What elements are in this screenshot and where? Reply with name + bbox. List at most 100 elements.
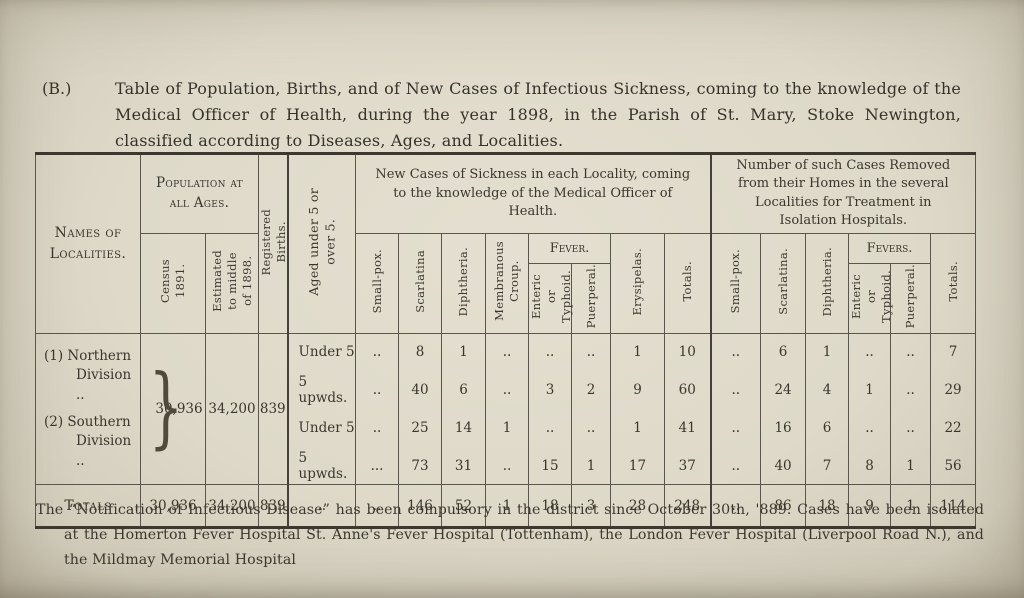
table-row: 5 upwds. .. 40 6 .. 3 2 9 60 .. 24 4 1 .… (36, 371, 976, 409)
totals-cell: 86 (760, 484, 806, 528)
totals-cell: .. (355, 484, 399, 528)
totals-cell: 1 (890, 484, 931, 528)
section-label: (B.) (42, 79, 72, 98)
data-cell: 1 (485, 409, 529, 447)
data-cell: .. (709, 371, 761, 409)
data-cell: 9 (610, 371, 665, 409)
totals-cell: 52 (441, 484, 486, 528)
data-cell: 1 (610, 333, 665, 372)
data-cell: 1 (610, 409, 665, 447)
age-cell: Under 5 (286, 333, 356, 372)
data-cell: 31 (441, 446, 486, 485)
croup-label: Membranous Croup. (492, 241, 522, 322)
page-title: Table of Population, Births, and of New … (115, 79, 961, 150)
table-row: (1) Northern Division .. (2) Southern Di… (35, 333, 976, 485)
data-cell: ... (355, 446, 399, 485)
estimated-value-cell: 34,200 (204, 333, 259, 485)
col-header-removed-enteric: Enteric or Typhoid. (848, 263, 893, 334)
census-label: Census 1891. (158, 259, 187, 304)
data-cell: 14 (441, 409, 486, 447)
data-cell: 1 (571, 446, 611, 485)
data-cell: 56 (930, 446, 976, 485)
col-group-removed: Number of such Cases Removed from their … (709, 153, 976, 234)
col-header-croup: Membranous Croup. (485, 233, 529, 334)
data-cell: .. (355, 409, 399, 447)
data-cell: 29 (930, 371, 976, 409)
col-header-scarlatina: Scarlatina (398, 233, 442, 334)
removed-enteric-label: Enteric or Typhoid. (849, 269, 893, 323)
data-cell: .. (355, 371, 399, 409)
col-header-localities: Names of Localities. (35, 153, 141, 334)
totals-cell: 28 (610, 484, 665, 528)
col-header-erysipelas: Erysipelas. (610, 233, 665, 334)
col-header-census: Census 1891. (140, 233, 206, 334)
data-cell: 25 (398, 409, 442, 447)
brace-glyph: } (148, 355, 184, 459)
col-header-enteric: Enteric or Typhoid. (528, 263, 573, 334)
data-cell: 6 (441, 371, 486, 409)
removed-diphtheria-label: Diphtheria. (819, 246, 834, 317)
data-cell: .. (528, 409, 572, 447)
localities-cell: (1) Northern Division .. (2) Southern Di… (35, 333, 141, 485)
table-row: Under 5 .. 25 14 1 .. .. 1 41 .. 16 6 ..… (36, 409, 976, 447)
data-cell: 40 (760, 446, 806, 485)
totals-label: Totals (64, 497, 112, 514)
erysipelas-label: Erysipelas. (630, 247, 645, 316)
data-cell: 60 (664, 371, 711, 409)
statistics-table: Names of Localities. Population at all A… (35, 152, 977, 530)
locality-southern: (2) Southern Division .. (44, 413, 132, 469)
data-cell: 3 (528, 371, 572, 409)
data-cell: 17 (610, 446, 665, 485)
data-cell: 73 (398, 446, 442, 485)
header-row-groups: Names of Localities. Population at all A… (35, 153, 976, 334)
footnote: The “Notification of Infectious Disease”… (36, 502, 984, 568)
data-cell: 8 (398, 333, 442, 372)
data-cell: 37 (664, 446, 711, 485)
data-cell: 8 (848, 446, 891, 485)
removed-totals-label: Totals. (945, 261, 960, 302)
data-cell: 16 (760, 409, 806, 447)
data-cell: .. (709, 333, 761, 372)
col-header-registered-births: Registered Births. (258, 153, 288, 334)
col-group-population: Population at all Ages. (139, 153, 259, 234)
localities-header-label: Names of Localities. (49, 224, 127, 262)
totals-cell: 248 (664, 484, 711, 528)
population-group-label: Population at all Ages. (156, 175, 243, 211)
header-row-fever-subcolumns: Enteric or Typhoid. Puerperal. Enteric o… (36, 263, 976, 334)
data-cell: 24 (760, 371, 806, 409)
totals-estimated: 34,200 (204, 484, 259, 528)
col-header-puerperal: Puerperal. (571, 263, 611, 334)
col-header-removed-totals: Totals. (930, 233, 976, 334)
data-cell: .. (890, 333, 931, 372)
data-cell: 4 (805, 371, 849, 409)
header-row-subcolumns: Census 1891. Estimated to middle of 1898… (36, 233, 976, 334)
data-cell: .. (485, 371, 529, 409)
data-cell: .. (890, 409, 931, 447)
estimated-label: Estimated to middle of 1898. (209, 250, 254, 313)
data-cell: 15 (528, 446, 572, 485)
totals-cell: 18 (805, 484, 849, 528)
col-header-aged: Aged under 5 or over 5. (286, 153, 356, 334)
leader-dots: .. (129, 499, 139, 515)
col-header-diphtheria: Diphtheria. (441, 233, 486, 334)
removed-scarlatina-label: Scarlatina. (775, 247, 790, 315)
data-cell: 10 (664, 333, 711, 372)
totals-census: 30,936 (140, 484, 206, 528)
totals-cell: 146 (398, 484, 442, 528)
age-cell: 5 upwds. (286, 446, 356, 485)
data-cell: .. (709, 409, 761, 447)
data-cell: 1 (441, 333, 486, 372)
col-header-cases-totals: Totals. (664, 233, 711, 334)
data-cell: .. (890, 371, 931, 409)
puerperal-label: Puerperal. (583, 264, 598, 329)
scarlatina-label: Scarlatina (412, 249, 427, 313)
totals-aged: .. (286, 484, 356, 528)
data-cell: 40 (398, 371, 442, 409)
smallpox-label: Small-pox. (369, 249, 384, 314)
col-group-fever: Fever. (528, 233, 611, 264)
census-value: 30,936 (155, 401, 203, 417)
age-cell: Under 5 (286, 409, 356, 447)
removed-puerperal-label: Puerperal. (903, 264, 918, 329)
diphtheria-label: Diphtheria. (456, 246, 471, 317)
data-cell: 6 (805, 409, 849, 447)
